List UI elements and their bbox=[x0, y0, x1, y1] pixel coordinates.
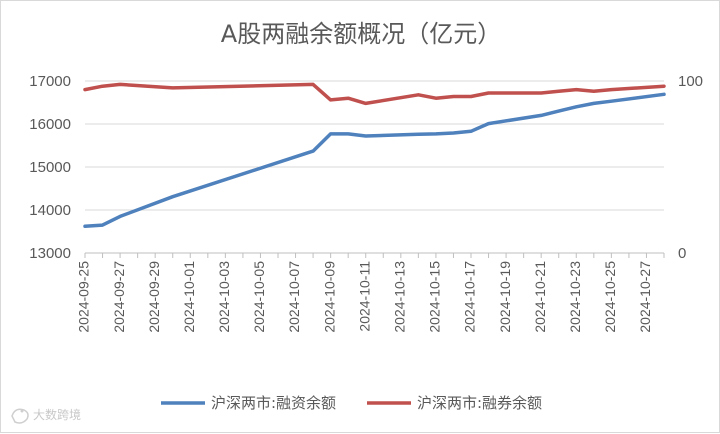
data-point bbox=[662, 84, 666, 88]
data-point bbox=[557, 90, 560, 93]
x-tick-label: 2024-10-25 bbox=[602, 261, 618, 333]
data-point bbox=[592, 102, 596, 105]
x-tick-label: 2024-10-13 bbox=[392, 261, 408, 333]
legend: 沪深两市:融资余额 沪深两市:融券余额 bbox=[161, 394, 542, 412]
legend-item-0: 沪深两市:融资余额 bbox=[161, 394, 336, 412]
y-right-tick-label: 100 bbox=[678, 73, 703, 90]
x-tick-label: 2024-10-17 bbox=[462, 261, 478, 333]
data-point bbox=[434, 97, 438, 100]
x-tick-label: 2024-09-29 bbox=[146, 261, 162, 333]
data-point bbox=[539, 114, 543, 117]
watermark: 大数跨境 bbox=[11, 407, 81, 424]
y-left-tick-label: 13000 bbox=[29, 245, 71, 262]
data-point bbox=[171, 195, 174, 198]
data-point bbox=[610, 88, 613, 91]
data-point bbox=[364, 134, 367, 138]
x-tick-label: 2024-10-15 bbox=[427, 261, 443, 333]
data-point bbox=[101, 84, 104, 88]
data-point bbox=[329, 132, 332, 136]
gridlines bbox=[85, 80, 664, 211]
data-point bbox=[610, 100, 613, 103]
data-point bbox=[417, 133, 420, 136]
watermark-icon bbox=[11, 408, 29, 424]
data-point bbox=[101, 223, 104, 227]
x-tick-label: 2024-09-25 bbox=[76, 261, 92, 333]
chart-title: A股两融余额概况（亿元） bbox=[221, 20, 501, 48]
legend-item-1: 沪深两市:融券余额 bbox=[367, 394, 542, 412]
data-point bbox=[452, 95, 455, 98]
x-tick-label: 2024-10-07 bbox=[286, 261, 302, 333]
data-point bbox=[662, 93, 666, 96]
x-tick-label: 2024-10-27 bbox=[637, 261, 653, 333]
data-point bbox=[329, 98, 332, 102]
data-point bbox=[364, 102, 367, 105]
y-left-tick-label: 14000 bbox=[29, 202, 71, 219]
data-point bbox=[575, 105, 578, 109]
data-point bbox=[592, 90, 596, 93]
x-tick-label: 2024-10-05 bbox=[251, 261, 267, 333]
data-point bbox=[346, 97, 350, 100]
legend-label: 沪深两市:融资余额 bbox=[211, 394, 336, 412]
x-tick-label: 2024-09-27 bbox=[111, 261, 127, 333]
x-tick-label: 2024-10-01 bbox=[181, 261, 197, 333]
data-point bbox=[434, 132, 438, 136]
data-point bbox=[311, 149, 315, 153]
y-left-tick-label: 15000 bbox=[29, 159, 71, 176]
data-point bbox=[417, 93, 420, 96]
x-tick-label: 2024-10-03 bbox=[216, 261, 232, 333]
x-tick-label: 2024-10-09 bbox=[321, 261, 337, 333]
series-lines bbox=[83, 82, 666, 229]
data-point bbox=[311, 83, 315, 86]
x-tick-label: 2024-10-11 bbox=[356, 261, 372, 332]
data-point bbox=[557, 109, 560, 113]
data-point bbox=[469, 130, 473, 133]
legend-label: 沪深两市:融券余额 bbox=[417, 394, 542, 412]
data-point bbox=[487, 91, 490, 95]
data-point bbox=[539, 91, 543, 95]
y-left-tick-label: 17000 bbox=[29, 73, 71, 90]
data-point bbox=[83, 88, 87, 91]
x-tick-label: 2024-10-19 bbox=[497, 261, 513, 333]
data-point bbox=[346, 132, 350, 136]
series-line-0 bbox=[83, 92, 666, 229]
data-point bbox=[171, 86, 174, 90]
data-point bbox=[83, 225, 87, 228]
watermark-text: 大数跨境 bbox=[33, 407, 81, 422]
data-point bbox=[452, 131, 455, 135]
y-right-tick-label: 0 bbox=[678, 245, 686, 262]
data-point bbox=[118, 215, 122, 218]
data-point bbox=[487, 122, 490, 125]
data-point bbox=[469, 95, 473, 98]
axes: 13000 14000 15000 16000 17000 0 100 2024-09-25 2… bbox=[29, 73, 703, 333]
data-point bbox=[118, 83, 122, 86]
x-tick-label: 2024-10-21 bbox=[532, 261, 548, 333]
y-left-tick-label: 16000 bbox=[29, 116, 71, 133]
x-tick-label: 2024-10-23 bbox=[567, 261, 583, 333]
data-point bbox=[575, 88, 578, 91]
